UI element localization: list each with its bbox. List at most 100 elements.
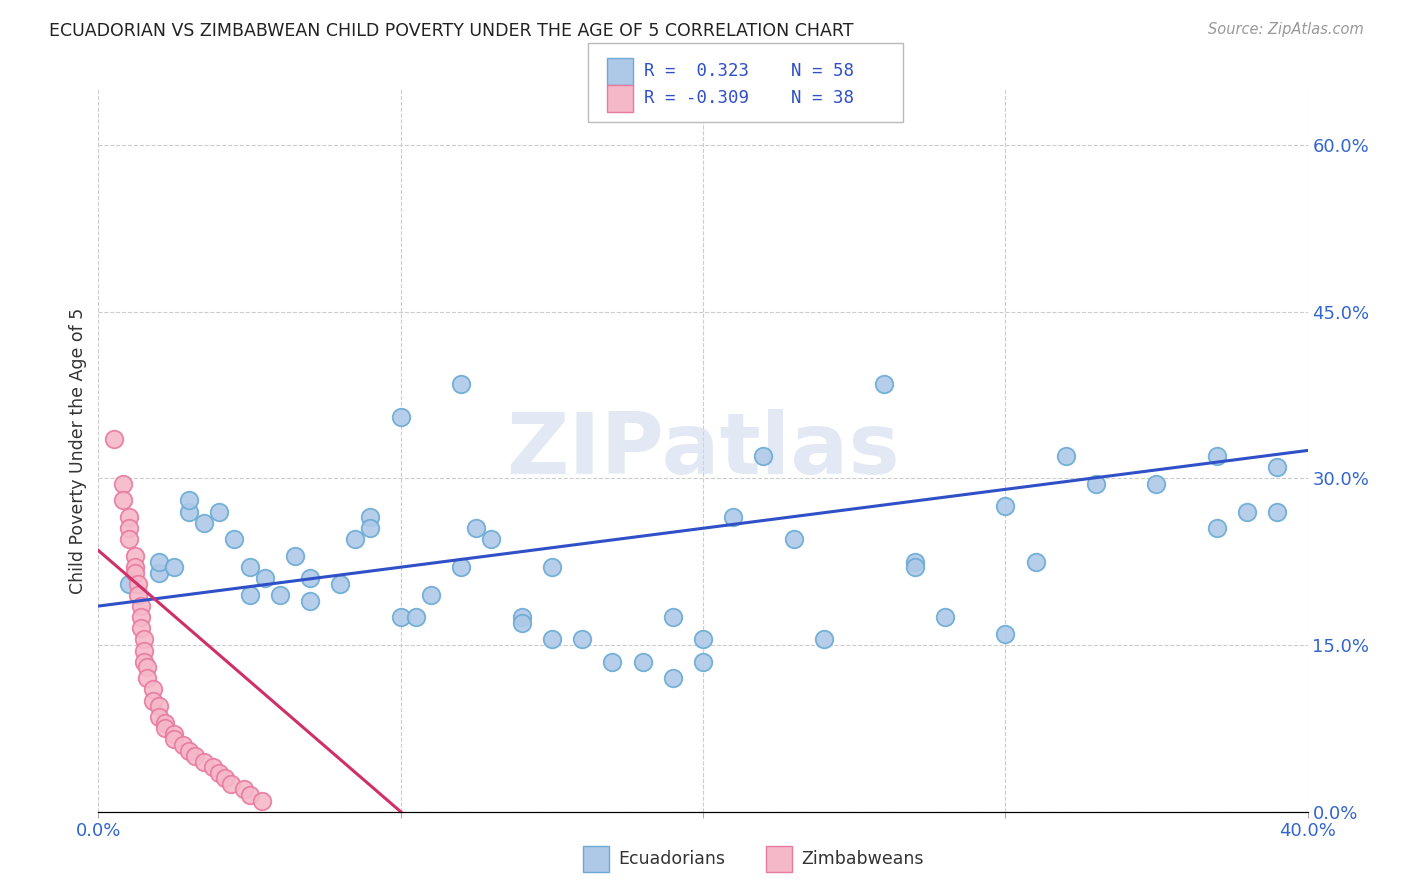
Point [214,772,236,786]
Point [1054,449,1077,463]
Point [153,722,176,736]
Point [1024,555,1046,569]
Text: ZIPatlas: ZIPatlas [506,409,900,492]
Point [142,693,165,707]
Point [118,521,141,535]
Point [540,632,562,647]
Point [129,610,152,624]
Point [163,560,186,574]
Point [723,510,745,524]
Point [994,627,1017,641]
Point [1267,460,1289,475]
Point [193,755,215,769]
Text: ECUADORIAN VS ZIMBABWEAN CHILD POVERTY UNDER THE AGE OF 5 CORRELATION CHART: ECUADORIAN VS ZIMBABWEAN CHILD POVERTY U… [49,22,853,40]
Point [540,560,562,574]
Point [405,610,427,624]
Point [239,588,262,602]
Point [360,521,382,535]
Point [571,632,593,647]
Point [1267,505,1289,519]
Point [1144,476,1167,491]
Point [124,566,146,580]
Point [873,376,896,391]
Point [208,765,231,780]
Point [253,571,276,585]
Point [142,682,165,697]
Text: R = -0.309    N = 38: R = -0.309 N = 38 [644,89,853,107]
Point [904,560,927,574]
Point [692,632,714,647]
Point [202,760,225,774]
Point [224,533,246,547]
Point [284,549,307,563]
Point [1236,505,1258,519]
Point [389,610,412,624]
Point [111,476,134,491]
Point [994,499,1017,513]
Point [420,588,443,602]
Y-axis label: Child Poverty Under the Age of 5: Child Poverty Under the Age of 5 [69,308,87,593]
Point [124,549,146,563]
Point [118,533,141,547]
Text: Zimbabweans: Zimbabweans [801,849,924,868]
Point [124,560,146,574]
Point [118,510,141,524]
Point [450,376,472,391]
Point [129,621,152,635]
Point [232,782,254,797]
Point [129,599,152,613]
Point [153,715,176,730]
Point [132,655,155,669]
Point [221,777,243,791]
Point [148,710,170,724]
Point [692,655,714,669]
Point [118,577,141,591]
Point [239,788,262,802]
Point [329,577,352,591]
Point [103,433,125,447]
Point [450,560,472,574]
Point [179,505,201,519]
Point [148,555,170,569]
Point [132,643,155,657]
Point [184,749,207,764]
Point [148,699,170,714]
Point [132,632,155,647]
Text: R =  0.323    N = 58: R = 0.323 N = 58 [644,62,853,80]
Point [239,560,262,574]
Point [299,571,322,585]
Point [1206,449,1229,463]
Text: Source: ZipAtlas.com: Source: ZipAtlas.com [1208,22,1364,37]
Point [127,577,149,591]
Point [631,655,654,669]
Point [299,593,322,607]
Point [752,449,775,463]
Point [111,493,134,508]
Point [269,588,291,602]
Point [163,727,186,741]
Point [135,660,157,674]
Point [179,493,201,508]
Point [360,510,382,524]
Point [510,610,533,624]
Point [1085,476,1108,491]
Point [250,794,273,808]
Point [208,505,231,519]
Text: Ecuadorians: Ecuadorians [619,849,725,868]
Point [813,632,835,647]
Point [127,588,149,602]
Point [904,555,927,569]
Point [510,615,533,630]
Point [465,521,488,535]
Point [661,671,683,685]
Point [148,566,170,580]
Point [135,671,157,685]
Point [661,610,683,624]
Point [193,516,215,530]
Point [934,610,956,624]
Point [172,738,194,752]
Point [163,732,186,747]
Point [481,533,503,547]
Point [389,410,412,425]
Point [602,655,624,669]
